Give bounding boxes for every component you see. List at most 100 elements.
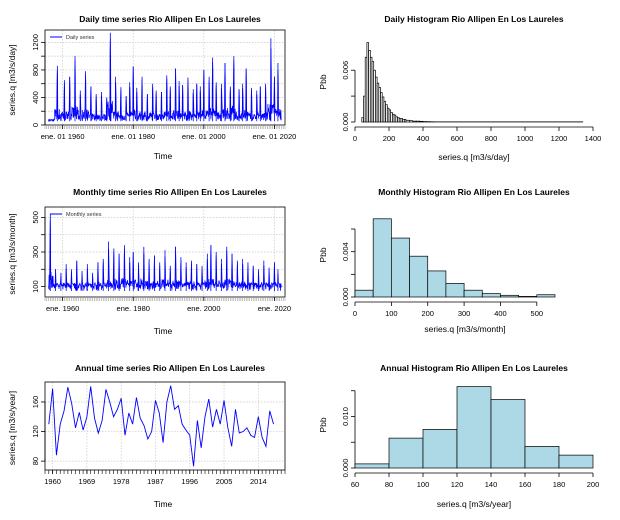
y-axis-label: series.q [m3/s/day]	[7, 44, 17, 115]
chart-title: Monthly time series Rio Allipen En Los L…	[73, 187, 267, 197]
y-tick-label: 0.004	[341, 242, 350, 261]
x-tick-label: 60	[351, 480, 359, 489]
x-tick-label: ene. 1960	[46, 304, 79, 313]
x-tick-label: 0	[353, 134, 357, 143]
y-tick-label: 500	[31, 211, 40, 224]
x-axis-label: series.q [m3/s/day]	[438, 152, 509, 162]
x-tick-label: 200	[587, 480, 600, 489]
x-tick-label: 120	[451, 480, 464, 489]
histogram-bar	[354, 289, 374, 298]
x-axis-label: Time	[154, 326, 173, 336]
chart-title: Annual time series Rio Allipen En Los La…	[75, 363, 265, 373]
x-tick-label: ene. 01 1960	[41, 132, 85, 141]
histogram-bar	[415, 120, 420, 123]
x-tick-label: 160	[519, 480, 532, 489]
y-axis-label: Pbb	[318, 417, 328, 432]
x-axis-label: series.q [m3/s/year]	[437, 499, 511, 509]
x-tick-label: 100	[385, 309, 398, 318]
y-axis-label: Pbb	[318, 247, 328, 262]
x-tick-label: 1000	[517, 134, 534, 143]
histogram-bar	[427, 270, 447, 298]
y-tick-label: 0	[31, 123, 40, 127]
y-tick-label: 1200	[31, 34, 40, 51]
histogram-bar	[372, 218, 392, 298]
histogram-bar	[412, 120, 417, 123]
chart-title: Daily time series Rio Allipen En Los Lau…	[79, 14, 261, 24]
legend-label: Daily series	[66, 35, 95, 41]
histogram-bar	[500, 294, 519, 298]
histogram-bar	[405, 119, 410, 123]
x-tick-label: 1996	[181, 477, 198, 486]
x-tick-label: 140	[485, 480, 498, 489]
y-tick-label: 100	[31, 280, 40, 293]
histogram-bar	[481, 293, 501, 298]
y-axis-label: Pbb	[318, 74, 328, 89]
histogram-bar	[456, 386, 492, 469]
x-tick-label: 1960	[44, 477, 61, 486]
x-tick-label: 1200	[551, 134, 568, 143]
histogram-bar	[490, 399, 526, 469]
x-tick-label: 100	[417, 480, 430, 489]
x-tick-label: 180	[553, 480, 566, 489]
chart-panel-1: Daily time series Rio Allipen En Los Lau…	[7, 14, 296, 161]
chart-title: Monthly Histogram Rio Allipen En Los Lau…	[378, 187, 570, 197]
histogram-bar	[524, 446, 560, 469]
histogram-bar	[409, 120, 414, 123]
x-tick-label: 400	[417, 134, 430, 143]
x-tick-label: 2005	[216, 477, 233, 486]
x-tick-label: ene. 01 2000	[182, 132, 226, 141]
x-tick-label: 1400	[585, 134, 602, 143]
chart-panel-2: Daily Histogram Rio Allipen En Los Laure…	[318, 14, 601, 162]
y-tick-label: 120	[31, 425, 40, 438]
y-tick-label: 0.000	[341, 113, 350, 132]
histogram-bar	[558, 454, 594, 469]
series-line	[48, 385, 275, 467]
x-tick-label: ene. 2020	[258, 304, 291, 313]
y-tick-label: 0.010	[341, 407, 350, 426]
x-tick-label: 800	[485, 134, 498, 143]
histogram-bar	[419, 120, 424, 123]
x-tick-label: 200	[383, 134, 396, 143]
histogram-bar	[354, 463, 390, 469]
x-tick-label: 300	[458, 309, 471, 318]
x-tick-label: ene. 1980	[117, 304, 150, 313]
chart-panel-4: Monthly Histogram Rio Allipen En Los Lau…	[318, 187, 570, 334]
histogram-bar	[518, 296, 538, 298]
x-tick-label: 1978	[113, 477, 130, 486]
x-tick-label: ene. 01 2020	[253, 132, 297, 141]
x-tick-label: 80	[385, 480, 393, 489]
y-axis-label: series.q [m3/s/month]	[7, 213, 17, 294]
histogram-bar	[391, 237, 410, 298]
x-axis-label: series.q [m3/s/month]	[424, 324, 505, 334]
plot-frame	[44, 381, 286, 471]
y-tick-label: 0.000	[341, 459, 350, 478]
histogram-bar	[388, 437, 424, 469]
x-tick-label: ene. 2000	[187, 304, 220, 313]
histogram-bar	[463, 289, 483, 298]
x-tick-label: 200	[421, 309, 434, 318]
y-tick-label: 80	[31, 457, 40, 465]
x-axis-label: Time	[154, 499, 173, 509]
y-tick-label: 800	[31, 64, 40, 77]
x-tick-label: 400	[494, 309, 507, 318]
histogram-bar	[445, 283, 465, 298]
y-axis-label: series.q [m3/s/year]	[7, 391, 17, 465]
histogram-bar	[422, 429, 458, 469]
x-tick-label: 1969	[79, 477, 96, 486]
y-tick-label: 160	[31, 396, 40, 409]
x-tick-label: 1987	[147, 477, 164, 486]
x-tick-label: 2014	[250, 477, 267, 486]
histogram-bar	[409, 255, 429, 298]
histogram-bar	[536, 294, 556, 298]
chart-panel-5: Annual time series Rio Allipen En Los La…	[7, 363, 286, 509]
x-tick-label: ene. 01 1980	[111, 132, 155, 141]
x-tick-label: 600	[451, 134, 464, 143]
x-axis-label: Time	[154, 151, 173, 161]
chart-title: Daily Histogram Rio Allipen En Los Laure…	[384, 14, 563, 24]
x-tick-label: 0	[353, 309, 357, 318]
chart-title: Annual Histogram Rio Allipen En Los Laur…	[380, 363, 568, 373]
y-tick-label: 0.000	[341, 288, 350, 307]
legend-label: Monthly series	[66, 212, 102, 218]
